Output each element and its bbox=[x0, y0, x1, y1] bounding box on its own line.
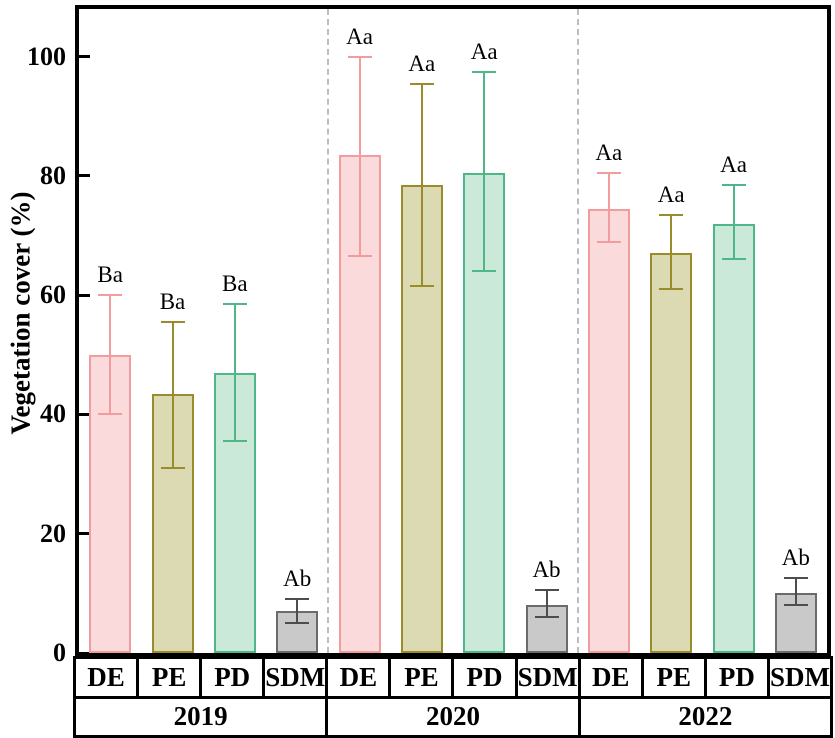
error-bar-DE-2020 bbox=[358, 56, 361, 257]
error-bar-cap bbox=[98, 294, 123, 297]
error-bar-DE-2019 bbox=[109, 295, 112, 415]
bar-PD-2019 bbox=[213, 372, 256, 653]
error-bar-cap bbox=[659, 213, 684, 216]
error-bar-cap bbox=[721, 183, 746, 186]
error-bar-PE-2019 bbox=[171, 322, 174, 469]
category-cell-PD-2020: PD bbox=[454, 659, 515, 696]
error-bar-cap bbox=[472, 270, 497, 273]
significance-label-DE-2020: Aa bbox=[346, 23, 373, 49]
y-tick-label: 60 bbox=[40, 280, 66, 310]
category-cell-SDM-2019: SDM bbox=[265, 659, 326, 696]
significance-label-DE-2022: Aa bbox=[595, 139, 623, 165]
error-bar-cap bbox=[347, 255, 372, 258]
year-cell-2020: 2020 bbox=[328, 698, 578, 735]
error-bar-cap bbox=[659, 288, 684, 291]
year-label-row: 2019 2020 2022 bbox=[76, 698, 830, 735]
significance-label-PE-2019: Ba bbox=[159, 289, 186, 315]
y-tick-label: 100 bbox=[27, 41, 66, 71]
year-group-separator bbox=[327, 9, 330, 653]
y-tick-mark bbox=[79, 174, 90, 178]
significance-label-SDM-2019: Ab bbox=[283, 566, 312, 592]
significance-label-PD-2019: Ba bbox=[222, 271, 248, 297]
category-cell-PE-2022: PE bbox=[643, 659, 704, 696]
y-tick-label: 20 bbox=[40, 518, 66, 548]
bar-SDM-2019 bbox=[276, 611, 319, 653]
error-bar-cap bbox=[534, 589, 559, 592]
significance-label-DE-2019: Ba bbox=[97, 262, 123, 288]
error-bar-PE-2020 bbox=[420, 83, 423, 287]
category-cell-PE-2020: PE bbox=[391, 659, 452, 696]
error-bar-cap bbox=[472, 70, 497, 73]
year-cell-2022: 2022 bbox=[580, 698, 830, 735]
y-tick-label: 0 bbox=[53, 638, 66, 667]
error-bar-cap bbox=[285, 598, 310, 601]
error-bar-SDM-2022 bbox=[794, 578, 797, 606]
category-cell-PD-2022: PD bbox=[706, 659, 767, 696]
y-tick-mark bbox=[79, 651, 90, 655]
category-cell-SDM-2022: SDM bbox=[769, 659, 830, 696]
category-cell-PD-2019: PD bbox=[202, 659, 263, 696]
error-bar-cap bbox=[783, 577, 808, 580]
category-cell-DE-2022: DE bbox=[580, 659, 641, 696]
error-bar-cap bbox=[409, 285, 434, 288]
category-cell-SDM-2020: SDM bbox=[517, 659, 578, 696]
y-tick-label: 40 bbox=[40, 399, 66, 429]
error-bar-cap bbox=[98, 413, 123, 416]
error-bar-SDM-2020 bbox=[545, 590, 548, 618]
significance-label-SDM-2020: Ab bbox=[532, 557, 561, 583]
year-group-separator bbox=[576, 9, 579, 653]
error-bar-PD-2020 bbox=[483, 71, 486, 272]
error-bar-cap bbox=[409, 82, 434, 85]
bar-PD-2022 bbox=[712, 223, 755, 653]
error-bar-cap bbox=[534, 616, 559, 619]
error-bar-cap bbox=[285, 622, 310, 625]
category-label-row: DE PE PD SDM DE PE PD SDM DE PE PD SDM bbox=[76, 659, 830, 696]
bar-PE-2022 bbox=[650, 253, 693, 653]
error-bar-cap bbox=[596, 240, 621, 243]
error-bar-cap bbox=[160, 321, 185, 324]
error-bar-cap bbox=[347, 55, 372, 58]
error-bar-DE-2022 bbox=[607, 172, 610, 242]
error-bar-PE-2022 bbox=[670, 214, 673, 290]
bar-DE-2022 bbox=[587, 208, 630, 653]
error-bar-cap bbox=[222, 303, 247, 306]
significance-label-SDM-2022: Ab bbox=[781, 545, 810, 571]
y-tick-mark bbox=[79, 55, 90, 59]
error-bar-PD-2019 bbox=[233, 304, 236, 442]
y-tick-mark bbox=[79, 532, 90, 536]
significance-label-PE-2020: Aa bbox=[408, 50, 436, 76]
category-cell-DE-2019: DE bbox=[76, 659, 137, 696]
plot-area: Ba Ba Ba Ab Aa Aa Aa Ab Aa Aa Aa Ab bbox=[75, 5, 831, 656]
category-cell-PE-2019: PE bbox=[139, 659, 200, 696]
error-bar-cap bbox=[596, 171, 621, 174]
y-tick-mark bbox=[79, 293, 90, 297]
category-cell-DE-2020: DE bbox=[328, 659, 389, 696]
significance-label-PD-2022: Aa bbox=[720, 151, 747, 177]
significance-label-PE-2022: Aa bbox=[657, 181, 685, 207]
significance-label-PD-2020: Aa bbox=[470, 38, 498, 64]
error-bar-cap bbox=[721, 258, 746, 261]
y-tick-label: 80 bbox=[40, 160, 66, 190]
year-cell-2019: 2019 bbox=[76, 698, 326, 735]
error-bar-cap bbox=[783, 604, 808, 607]
y-tick-mark bbox=[79, 412, 90, 416]
error-bar-cap bbox=[222, 440, 247, 443]
error-bar-cap bbox=[160, 467, 185, 470]
error-bar-SDM-2019 bbox=[296, 599, 299, 624]
error-bar-PD-2022 bbox=[732, 184, 735, 260]
x-axis-label-table: DE PE PD SDM DE PE PD SDM DE PE PD SDM 2019 2020 2022 bbox=[73, 656, 833, 738]
